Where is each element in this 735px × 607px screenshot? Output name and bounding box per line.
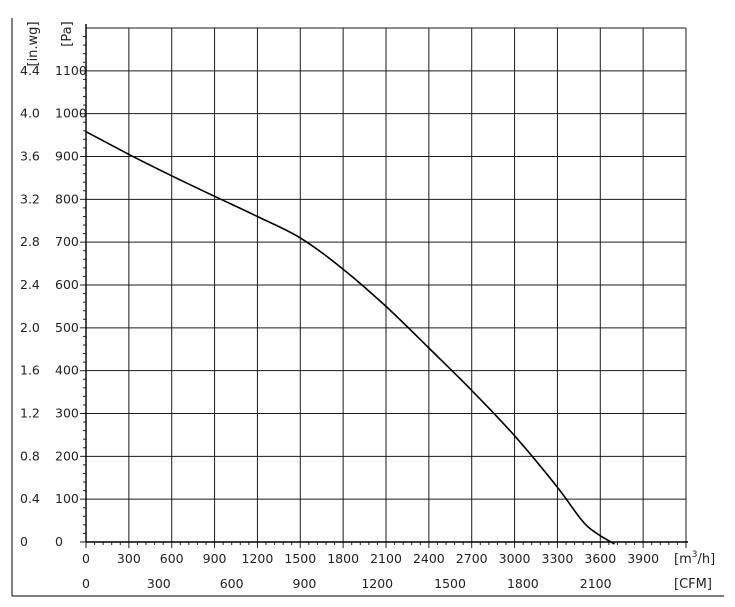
x2-tick-label: 1500 xyxy=(434,576,466,591)
y2-tick-label: 4.0 xyxy=(20,106,40,121)
y-tick-label: 900 xyxy=(55,149,79,164)
labels: [Pa] [in.wg] [m3/h] [CFM] xyxy=(26,21,715,592)
x2-tick-label: 300 xyxy=(147,576,171,591)
x2-axis-label: [CFM] xyxy=(674,577,712,592)
y2-tick-label: 0.8 xyxy=(20,448,40,463)
x-tick-label: 2400 xyxy=(413,551,445,566)
y2-tick-label: 0.4 xyxy=(20,491,40,506)
x2-tick-label: 0 xyxy=(82,576,90,591)
y2-axis-label: [in.wg] xyxy=(26,21,41,66)
x-tick-label: 1500 xyxy=(284,551,316,566)
y2-tick-label: 0 xyxy=(20,534,28,549)
x-tick-label: 300 xyxy=(117,551,141,566)
y2-tick-label: 3.6 xyxy=(20,149,40,164)
y2-tick-label: 2.0 xyxy=(20,320,40,335)
y-tick-label: 0 xyxy=(55,534,63,549)
y2-tick-label: 1.2 xyxy=(20,406,40,421)
x-axis-label: [m3/h] xyxy=(674,550,715,567)
x-tick-label: 3600 xyxy=(584,551,616,566)
y-tick-label: 1000 xyxy=(55,106,87,121)
x2-tick-label: 1200 xyxy=(361,576,393,591)
y-tick-label: 100 xyxy=(55,491,79,506)
x2-tick-label: 1800 xyxy=(507,576,539,591)
curve-layer xyxy=(85,130,616,545)
y2-tick-label: 2.4 xyxy=(20,277,40,292)
y-tick-label: 200 xyxy=(55,448,79,463)
x-tick-label: 3300 xyxy=(542,551,574,566)
y2-tick-label: 4.4 xyxy=(20,63,40,78)
y2-tick-label: 3.2 xyxy=(20,191,40,206)
y-tick-label: 400 xyxy=(55,363,79,378)
y2-tick-label: 2.8 xyxy=(20,234,40,249)
performance-curve xyxy=(85,130,616,545)
x-tick-label: 0 xyxy=(82,551,90,566)
x2-tick-label: 2100 xyxy=(580,576,612,591)
x-tick-label: 600 xyxy=(160,551,184,566)
x2-tick-label: 600 xyxy=(220,576,244,591)
x-tick-label: 2100 xyxy=(370,551,402,566)
grid xyxy=(86,27,687,542)
y-tick-label: 1100 xyxy=(55,63,87,78)
x-tick-label: 1800 xyxy=(327,551,359,566)
y-axis-label: [Pa] xyxy=(60,21,75,46)
x-tick-label: 900 xyxy=(203,551,227,566)
x-tick-label: 3000 xyxy=(499,551,531,566)
x-tick-label: 1200 xyxy=(242,551,274,566)
y-tick-label: 600 xyxy=(55,277,79,292)
x-tick-label: 3900 xyxy=(627,551,659,566)
y-tick-label: 300 xyxy=(55,406,79,421)
x-tick-label: 2700 xyxy=(456,551,488,566)
x2-tick-label: 900 xyxy=(293,576,317,591)
y-tick-label: 500 xyxy=(55,320,79,335)
y-tick-label: 700 xyxy=(55,234,79,249)
axes: 0 100 200 300 400 500 600 700 800 900 1000 1100 0 0.4… xyxy=(11,18,724,597)
y2-tick-label: 1.6 xyxy=(20,363,40,378)
y-tick-label: 800 xyxy=(55,191,79,206)
